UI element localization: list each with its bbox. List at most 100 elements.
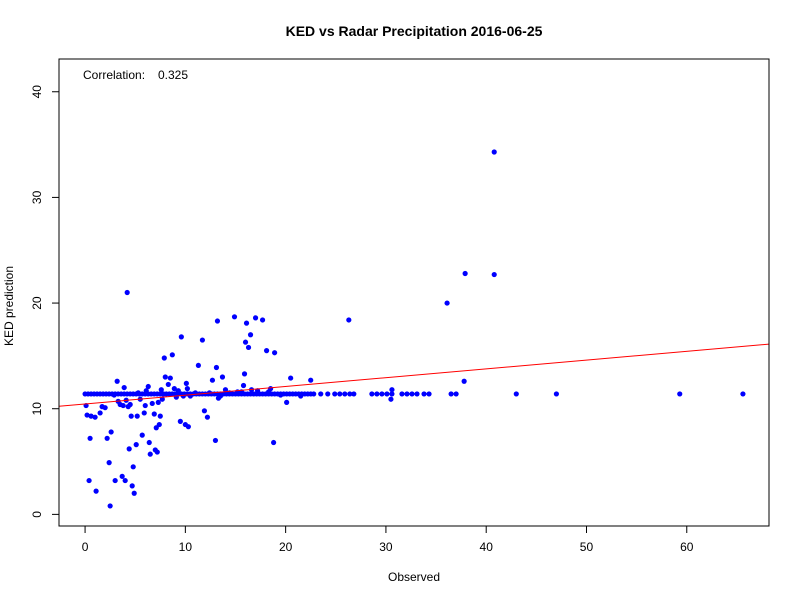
data-point <box>347 391 353 397</box>
data-point <box>185 424 191 430</box>
data-point <box>298 393 304 399</box>
data-point <box>183 380 189 386</box>
data-point <box>151 411 157 417</box>
data-point <box>201 408 208 414</box>
data-point <box>165 381 171 388</box>
data-point <box>155 399 161 405</box>
y-tick-label: 40 <box>30 85 44 99</box>
data-point <box>130 464 136 470</box>
data-point <box>217 393 224 399</box>
data-point <box>271 439 277 446</box>
y-tick-label: 30 <box>30 190 44 204</box>
data-point <box>214 318 221 324</box>
data-point <box>288 375 294 381</box>
data-point <box>142 402 148 409</box>
data-point <box>426 391 432 397</box>
x-tick-label: 40 <box>480 540 494 554</box>
data-point <box>149 400 155 407</box>
data-point <box>247 332 254 338</box>
data-point <box>111 392 117 398</box>
data-point <box>141 410 147 416</box>
data-point <box>308 377 314 383</box>
data-point <box>104 435 110 441</box>
data-point <box>272 350 278 356</box>
data-point <box>311 391 317 397</box>
data-point <box>129 483 135 489</box>
data-point <box>178 334 184 340</box>
data-point <box>124 289 130 296</box>
x-axis-label: Observed <box>388 570 440 584</box>
data-point <box>513 391 519 397</box>
data-point <box>86 477 92 484</box>
data-point <box>332 391 338 397</box>
regression-line <box>59 343 769 407</box>
data-point <box>369 391 375 397</box>
data-point <box>388 396 394 402</box>
data-point <box>177 418 183 425</box>
data-point <box>134 413 140 419</box>
data-point <box>342 391 348 397</box>
data-point <box>346 317 352 323</box>
correlation-label: Correlation: <box>83 68 145 82</box>
data-point <box>231 314 238 320</box>
data-point <box>135 390 141 396</box>
data-point <box>97 410 103 416</box>
x-tick-label: 20 <box>279 540 293 554</box>
y-axis: 0 10 20 30 40 <box>30 85 60 518</box>
data-point <box>252 315 259 321</box>
y-tick-label: 0 <box>30 511 44 518</box>
data-point <box>120 402 126 409</box>
plot-frame <box>58 58 770 527</box>
y-tick-label: 10 <box>30 402 44 416</box>
data-point <box>389 387 395 393</box>
data-point <box>222 387 229 393</box>
data-point <box>259 317 266 323</box>
data-point <box>160 391 166 397</box>
y-axis-label: KED prediction <box>2 266 16 346</box>
data-point <box>318 391 324 397</box>
data-point <box>245 344 252 351</box>
data-point <box>145 383 151 390</box>
data-point <box>241 371 248 377</box>
data-point <box>167 375 173 381</box>
data-point <box>399 391 405 397</box>
data-point <box>243 320 250 326</box>
data-point <box>139 432 145 438</box>
data-point <box>444 300 450 306</box>
data-point <box>491 149 497 155</box>
data-point <box>102 405 108 411</box>
data-point <box>263 348 270 354</box>
data-point <box>175 388 181 394</box>
x-tick-label: 0 <box>82 540 89 554</box>
data-point <box>173 394 179 400</box>
data-point <box>133 442 139 448</box>
data-point <box>147 451 153 457</box>
data-point <box>159 396 165 402</box>
data-point <box>453 391 459 397</box>
x-tick-label: 50 <box>580 540 594 554</box>
data-point <box>199 337 206 343</box>
data-point <box>379 391 385 397</box>
data-point <box>88 413 94 419</box>
data-point <box>242 339 249 345</box>
data-point <box>114 378 120 384</box>
data-point <box>284 399 290 405</box>
data-point <box>119 473 125 479</box>
data-point <box>92 414 98 420</box>
data-point <box>169 352 175 358</box>
data-point <box>84 412 90 418</box>
data-point <box>93 488 99 494</box>
x-tick-label: 10 <box>179 540 193 554</box>
data-point <box>461 378 467 384</box>
correlation-value: 0.325 <box>158 68 188 82</box>
data-point <box>143 388 149 394</box>
data-point <box>677 391 683 397</box>
data-point <box>219 374 226 380</box>
x-axis: 0 10 20 30 40 50 60 <box>82 525 694 554</box>
data-point <box>158 387 164 393</box>
data-point <box>127 401 133 408</box>
data-point <box>337 391 343 397</box>
data-point <box>131 490 137 496</box>
data-point <box>108 429 114 435</box>
